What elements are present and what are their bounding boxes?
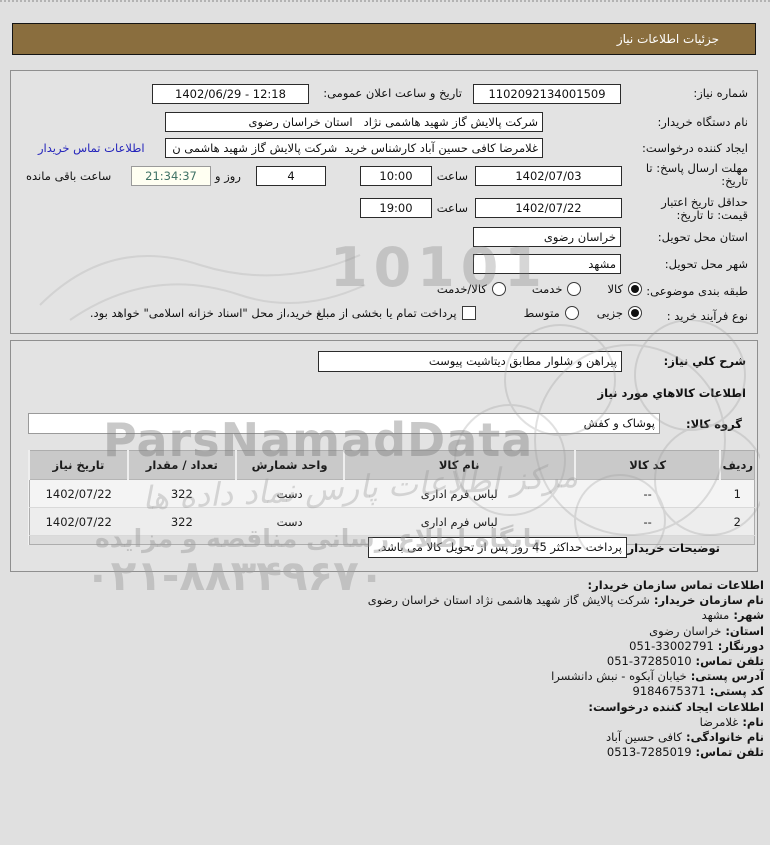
request-creator-field[interactable]: غلامرضا کافی حسین آباد کارشناس خرید شرکت…: [165, 138, 543, 158]
cell-item-name: لباس فرم اداری: [343, 479, 575, 508]
goods-table: ردیف کد کالا نام کالا واحد شمارش تعداد /…: [28, 450, 755, 545]
response-deadline-hour-label: ساعت: [436, 169, 468, 183]
col-row-number: ردیف: [719, 450, 755, 480]
radio-option-goods[interactable]: کالا: [607, 282, 642, 296]
delivery-province-label: استان محل تحویل:: [657, 230, 748, 244]
radio-service-icon[interactable]: [567, 282, 582, 296]
col-quantity: تعداد / مقدار: [126, 450, 236, 480]
price-validity-label: حداقل تاریخ اعتبار قیمت: تا تاریخ:: [661, 195, 748, 222]
need-description-label: شرح کلي نیاز:: [663, 354, 746, 368]
col-item-name: نام کالا: [342, 450, 575, 480]
countdown-timer: 21:34:37: [131, 166, 211, 186]
org-fax-line: دورنگار:33002791-051: [629, 638, 764, 653]
goods-section-heading: اطلاعات کالاهاي مورد نیاز: [597, 386, 746, 400]
cell-item-code: --: [574, 507, 721, 536]
treasury-docs-checkbox[interactable]: [461, 306, 476, 320]
buyer-org-field[interactable]: شرکت پالایش گاز شهید هاشمی نژاد استان خر…: [165, 112, 543, 132]
org-address-line: آدرس پستی:خیابان آبکوه - نبش دانشسرا: [551, 669, 764, 684]
radio-option-goods-service[interactable]: کالا/خدمت: [437, 282, 506, 296]
creator-contact-heading: اطلاعات ایجاد کننده درخواست:: [588, 699, 764, 714]
buyer-org-label: نام دستگاه خریدار:: [657, 115, 748, 129]
org-name-line: نام سازمان خریدار:شرکت پالایش گاز شهید ه…: [367, 593, 764, 608]
table-row: 2 -- لباس فرم اداری دست 322 1402/07/22: [29, 507, 755, 536]
need-number-field[interactable]: 1102092134001509: [473, 84, 621, 104]
announce-datetime-field[interactable]: 1402/06/29 - 12:18: [152, 84, 309, 104]
cell-row-number: 2: [720, 507, 755, 536]
cell-unit: دست: [235, 507, 344, 536]
creator-lastname-line: نام خانوادگی:کافی حسین آباد: [606, 730, 764, 745]
radio-option-medium[interactable]: متوسط: [524, 306, 579, 320]
cell-unit: دست: [235, 479, 344, 508]
goods-group-label: گروه کالا:: [686, 417, 742, 431]
col-item-code: کد کالا: [573, 450, 721, 480]
remaining-days-field[interactable]: 4: [256, 166, 326, 186]
radio-minor-icon[interactable]: [628, 306, 642, 320]
cell-quantity: 322: [127, 507, 236, 536]
col-unit: واحد شمارش: [234, 450, 344, 480]
org-phone-line: تلفن تماس:37285010-051: [606, 654, 764, 669]
cell-item-name: لباس فرم اداری: [343, 507, 575, 536]
contact-block: اطلاعات تماس سازمان خریدار: نام سازمان خ…: [6, 578, 764, 760]
cell-item-code: --: [574, 479, 721, 508]
radio-medium-icon[interactable]: [564, 306, 579, 320]
announce-datetime-label: تاریخ و ساعت اعلان عمومی:: [323, 86, 462, 100]
delivery-city-field[interactable]: مشهد: [473, 254, 621, 274]
org-contact-heading: اطلاعات تماس سازمان خریدار:: [587, 578, 764, 592]
goods-group-field[interactable]: پوشاک و کفش: [28, 413, 660, 434]
radio-service-label: خدمت: [531, 282, 563, 296]
price-validity-time-field[interactable]: 19:00: [360, 198, 432, 218]
radio-medium-label: متوسط: [523, 306, 560, 320]
radio-option-minor[interactable]: جزیی: [597, 306, 642, 320]
cell-row-number: 1: [720, 479, 755, 508]
days-and-label: روز و: [215, 169, 241, 183]
treasury-docs-label: پرداخت تمام یا بخشی از مبلغ خرید،از محل …: [89, 306, 457, 320]
creator-phone-line: تلفن تماس:7285019-0513: [606, 745, 764, 760]
creator-firstname-line: نام:غلامرضا: [699, 714, 764, 729]
hours-remaining-label: ساعت باقی مانده: [26, 169, 112, 183]
need-description-field[interactable]: پیراهن و شلوار مطابق دیتاشیت پیوست: [318, 351, 622, 372]
price-validity-hour-label: ساعت: [436, 201, 468, 215]
radio-goods-label: کالا: [607, 282, 623, 296]
cell-need-date: 1402/07/22: [29, 479, 128, 508]
page-title: جزئیات اطلاعات نیاز: [12, 23, 756, 55]
radio-option-service[interactable]: خدمت: [532, 282, 582, 296]
buyer-notes-label: توضیحات خریدار:: [622, 541, 720, 555]
table-row: 1 -- لباس فرم اداری دست 322 1402/07/22: [29, 479, 755, 508]
radio-minor-label: جزیی: [596, 306, 623, 320]
org-province-line: استان:خراسان رضوی: [649, 623, 764, 638]
buyer-contact-info-link[interactable]: اطلاعات تماس خریدار: [38, 141, 145, 155]
col-need-date: تاریخ نیاز: [28, 450, 128, 480]
response-deadline-label: مهلت ارسال پاسخ: تا تاریخ:: [645, 161, 748, 188]
subject-classification-options: کالا خدمت کالا/خدمت: [437, 282, 642, 296]
cell-quantity: 322: [127, 479, 236, 508]
radio-goods-icon[interactable]: [628, 282, 642, 296]
org-postalcode-line: کد پستی:9184675371: [632, 684, 764, 699]
radio-goods-service-icon[interactable]: [491, 282, 506, 296]
page-title-text: جزئیات اطلاعات نیاز: [616, 32, 719, 46]
buyer-notes-field[interactable]: پرداخت حداکثر 45 روز پس از تحویل کالا می…: [368, 537, 627, 558]
org-city-line: شهر:مشهد: [701, 608, 764, 623]
process-type-options: جزیی متوسط پرداخت تمام یا بخشی از مبلغ خ…: [90, 306, 642, 320]
treasury-docs-option[interactable]: پرداخت تمام یا بخشی از مبلغ خرید،از محل …: [90, 306, 476, 320]
goods-table-header-row: ردیف کد کالا نام کالا واحد شمارش تعداد /…: [28, 450, 755, 480]
response-deadline-time-field[interactable]: 10:00: [360, 166, 432, 186]
request-creator-label: ایجاد کننده درخواست:: [642, 141, 748, 155]
delivery-province-field[interactable]: خراسان رضوی: [473, 227, 621, 247]
need-number-label: شماره نیاز:: [693, 86, 748, 100]
top-dotted-divider: [0, 0, 770, 2]
cell-need-date: 1402/07/22: [29, 507, 128, 536]
delivery-city-label: شهر محل تحویل:: [664, 257, 748, 271]
price-validity-date-field[interactable]: 1402/07/22: [475, 198, 622, 218]
radio-goods-service-label: کالا/خدمت: [436, 282, 487, 296]
process-type-label: نوع فرآیند خرید :: [666, 309, 748, 323]
subject-classification-label: طبقه بندی موضوعی:: [646, 284, 748, 298]
response-deadline-date-field[interactable]: 1402/07/03: [475, 166, 622, 186]
